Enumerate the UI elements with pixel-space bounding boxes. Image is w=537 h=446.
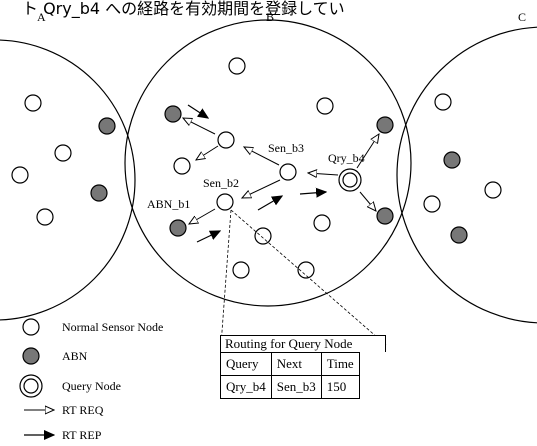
- header-time: Time: [320, 352, 360, 376]
- sen-b3-label: Sen_b3: [268, 141, 304, 155]
- rt-req-arrow: [183, 118, 216, 135]
- cell-time: 150: [320, 375, 360, 399]
- region-a-circle: [0, 39, 136, 321]
- rt-req-arrow: [356, 134, 379, 169]
- normal-sensor-node: [173, 157, 191, 175]
- routing-table: Query Next Time Qry_b4 Sen_b3 150: [220, 352, 360, 399]
- region-b-circle: [124, 19, 412, 307]
- legend-rt-rep-label: RT REP: [62, 428, 102, 442]
- table-header-row: Query Next Time: [220, 352, 360, 376]
- callout-line-left: [220, 209, 232, 346]
- region-c-circle: [396, 26, 537, 324]
- legend-query-icon-inner: [23, 378, 39, 394]
- abn-node: [376, 116, 394, 134]
- normal-sensor-node: [484, 181, 502, 199]
- table-row: Qry_b4 Sen_b3 150: [220, 375, 360, 399]
- cell-query: Qry_b4: [220, 375, 272, 399]
- region-a-label: A: [37, 10, 46, 24]
- qry-b4-node-inner: [342, 172, 358, 188]
- abn-b1-node: [169, 219, 187, 237]
- legend-abn-icon: [22, 347, 40, 365]
- region-c-label: C: [518, 10, 526, 24]
- cell-next: Sen_b3: [270, 375, 322, 399]
- normal-sensor-node: [313, 214, 331, 232]
- normal-sensor-node: [254, 227, 272, 245]
- qry-b4-label: Qry_b4: [328, 151, 365, 165]
- normal-sensor-node: [423, 195, 441, 213]
- abn-node: [450, 226, 468, 244]
- rt-req-arrow: [359, 191, 376, 211]
- normal-sensor-node: [316, 97, 334, 115]
- header-query: Query: [220, 352, 272, 376]
- normal-sensor-node: [24, 94, 42, 112]
- abn-node: [98, 117, 116, 135]
- abn-b1-label: ABN_b1: [147, 197, 190, 211]
- rt-rep-arrow: [299, 192, 326, 194]
- header-text: ト Qry_b4 への経路を有効期間を登録してい: [22, 0, 345, 19]
- normal-sensor-node: [434, 93, 452, 111]
- normal-sensor-node: [232, 261, 250, 279]
- abn-node: [376, 207, 394, 225]
- normal-sensor-node: [297, 261, 315, 279]
- rt-req-arrow: [244, 147, 280, 166]
- sen-b2-node: [216, 193, 234, 211]
- rt-req-arrow: [189, 208, 216, 224]
- abn-node: [164, 105, 182, 123]
- normal-sensor-node: [36, 208, 54, 226]
- rt-rep-arrow: [196, 231, 220, 243]
- sen-b2-label: Sen_b2: [203, 176, 239, 190]
- normal-sensor-node: [228, 57, 246, 75]
- routing-table-title: Routing for Query Node: [220, 335, 386, 352]
- legend-abn-label: ABN: [62, 349, 88, 363]
- routing-table-box: Routing for Query Node Query Next Time Q…: [220, 335, 388, 399]
- abn-node: [90, 184, 108, 202]
- abn-node: [443, 151, 461, 169]
- legend-normal-icon: [22, 318, 40, 336]
- callout-line-right: [230, 209, 387, 346]
- region-b-label: B: [266, 10, 274, 24]
- header-next: Next: [270, 352, 322, 376]
- legend-query-label: Query Node: [62, 379, 121, 393]
- rt-rep-arrow: [257, 196, 282, 211]
- normal-sensor-node: [54, 144, 72, 162]
- rt-req-arrow: [196, 145, 219, 160]
- legend-normal-label: Normal Sensor Node: [62, 320, 163, 334]
- rt-req-arrow: [308, 173, 339, 175]
- rt-rep-arrow: [187, 104, 208, 118]
- legend-rt-req-label: RT REQ: [62, 403, 104, 417]
- sen-b3-node: [279, 163, 297, 181]
- normal-sensor-node: [11, 166, 29, 184]
- rt-req-arrow: [242, 179, 281, 198]
- sen-b1-node: [217, 131, 235, 149]
